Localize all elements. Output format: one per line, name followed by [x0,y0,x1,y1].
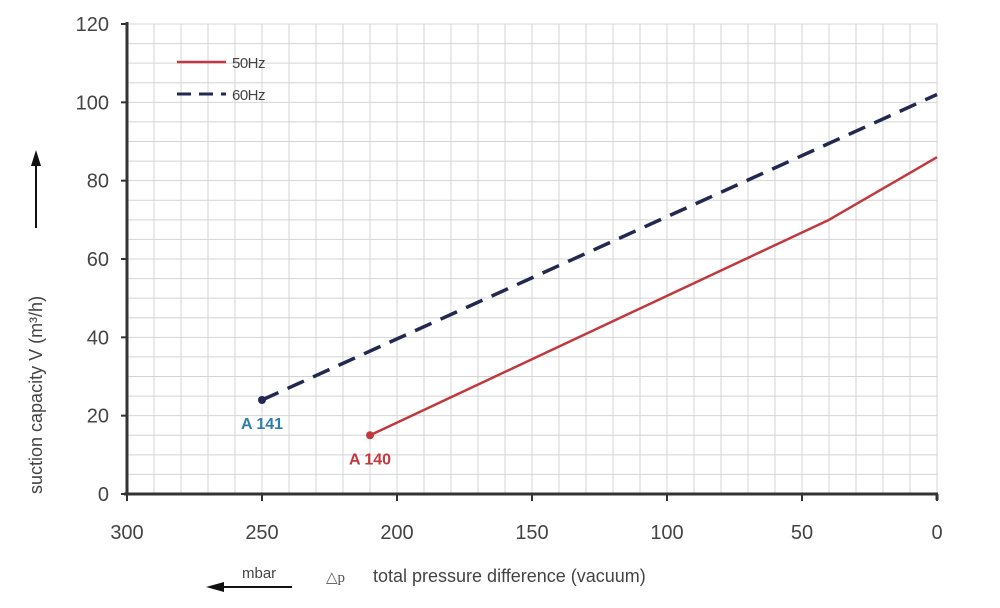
y-axis-title-group: suction capacity V (m³/h) [26,150,46,494]
x-tick-label: 100 [650,522,683,544]
y-tick-label: 120 [76,14,109,36]
x-axis-arrow-icon [206,582,224,592]
x-tick-label: 200 [380,522,413,544]
axes: 0 20 40 60 80 100 120 300 250 200 150 100 50 0 [76,14,943,544]
legend-label-60hz: 60Hz [232,87,265,104]
legend: 50Hz 60Hz [177,55,266,104]
series-line-50hz [369,156,938,437]
x-axis-title: total pressure difference (vacuum) [373,566,646,586]
data-point [258,396,266,404]
y-axis-arrow-icon [31,150,41,166]
x-tick-label: 250 [245,522,278,544]
x-axis-title-group: mbar △p total pressure difference (vacuu… [206,565,646,592]
y-tick-label: 0 [98,484,109,506]
legend-label-50hz: 50Hz [232,55,265,72]
x-tick-label: 300 [110,522,143,544]
x-axis-unit-label: mbar [242,565,276,582]
series-line-60hz [261,92,938,402]
y-tick-label: 40 [87,327,109,349]
point-label-60hz: A 141 [241,416,283,433]
x-tick-label: 0 [931,522,942,544]
y-tick-label: 20 [87,406,109,428]
series-group: A 140 A 141 [241,92,938,468]
grid [126,23,938,495]
y-axis-title: suction capacity V (m³/h) [26,296,46,494]
y-tick-label: 100 [76,92,109,114]
data-point [366,431,374,440]
y-tick-label: 80 [87,171,109,193]
x-tick-label: 50 [791,522,813,544]
point-label-50hz: A 140 [349,451,391,468]
x-axis-symbol: △p [326,570,345,586]
y-tick-label: 60 [87,249,109,271]
x-tick-label: 150 [515,522,548,544]
